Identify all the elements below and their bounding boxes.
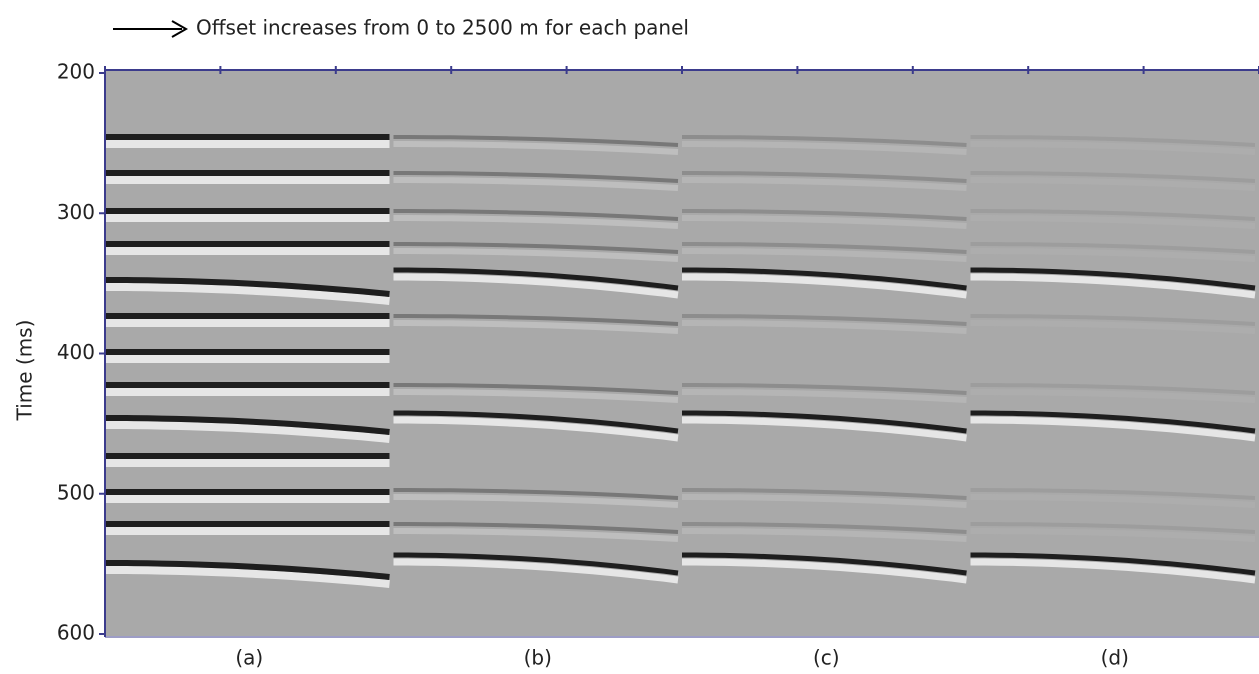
event-dark <box>682 552 967 576</box>
event-light <box>682 248 967 262</box>
event-dark <box>393 410 679 434</box>
event-dark <box>393 209 679 221</box>
event-dark <box>970 209 1256 221</box>
event-dark <box>682 242 967 254</box>
event-dark <box>105 560 390 580</box>
event-light <box>393 215 679 229</box>
panel-label: (a) <box>235 646 263 670</box>
event-dark <box>105 277 390 297</box>
event-dark <box>393 383 679 395</box>
event-dark <box>393 135 679 147</box>
event-dark <box>393 171 679 183</box>
event-light <box>682 494 967 508</box>
event-dark <box>970 242 1256 254</box>
event-dark <box>105 415 390 435</box>
event-dark <box>682 383 967 395</box>
event-light <box>682 141 967 155</box>
event-light <box>970 494 1256 508</box>
event-dark <box>393 522 679 534</box>
event-light <box>105 566 390 588</box>
event-dark <box>393 314 679 326</box>
event-dark <box>682 410 967 434</box>
event-dark <box>970 171 1256 183</box>
event-light <box>393 273 679 299</box>
event-dark <box>970 135 1256 147</box>
panel-label: (c) <box>813 646 840 670</box>
y-tick-label: 500 <box>57 480 95 504</box>
annotation: Offset increases from 0 to 2500 m for ea… <box>196 16 689 40</box>
event-dark <box>682 267 967 291</box>
event-light <box>393 416 679 442</box>
event-light <box>970 558 1256 584</box>
event-light <box>970 528 1256 542</box>
event-light <box>970 273 1256 299</box>
y-tick-label: 400 <box>57 340 95 364</box>
event-dark <box>393 552 679 576</box>
event-dark <box>682 314 967 326</box>
event-dark <box>970 522 1256 534</box>
event-light <box>970 248 1256 262</box>
event-dark <box>393 242 679 254</box>
event-dark <box>970 552 1256 576</box>
y-tick-label: 300 <box>57 200 95 224</box>
event-dark <box>970 267 1256 291</box>
event-dark <box>970 488 1256 500</box>
event-dark <box>393 267 679 291</box>
panel-label: (b) <box>524 646 552 670</box>
arrow-head <box>171 20 189 38</box>
event-light <box>970 320 1256 334</box>
event-dark <box>682 522 967 534</box>
event-dark <box>682 209 967 221</box>
event-light <box>393 177 679 191</box>
seismic-events <box>105 134 1256 588</box>
event-light <box>393 558 679 584</box>
event-light <box>393 248 679 262</box>
event-light <box>682 320 967 334</box>
event-dark <box>970 383 1256 395</box>
event-light <box>970 389 1256 403</box>
event-dark <box>682 171 967 183</box>
event-light <box>682 273 967 299</box>
event-light <box>393 528 679 542</box>
y-tick-label: 200 <box>57 60 95 84</box>
event-light <box>970 416 1256 442</box>
panel-label: (d) <box>1101 646 1129 670</box>
event-light <box>105 421 390 443</box>
event-light <box>682 215 967 229</box>
y-axis-label: Time (ms) <box>13 320 37 422</box>
event-dark <box>682 488 967 500</box>
event-dark <box>682 135 967 147</box>
event-light <box>393 141 679 155</box>
event-light <box>970 215 1256 229</box>
event-light <box>682 558 967 584</box>
y-tick-label: 600 <box>57 621 95 645</box>
event-light <box>393 320 679 334</box>
event-dark <box>970 314 1256 326</box>
event-light <box>682 177 967 191</box>
event-dark <box>970 410 1256 434</box>
event-light <box>105 283 390 305</box>
event-light <box>970 141 1256 155</box>
event-light <box>970 177 1256 191</box>
event-dark <box>393 488 679 500</box>
axes <box>99 66 1259 638</box>
event-light <box>682 528 967 542</box>
event-light <box>682 389 967 403</box>
event-light <box>393 389 679 403</box>
event-light <box>682 416 967 442</box>
event-light <box>393 494 679 508</box>
